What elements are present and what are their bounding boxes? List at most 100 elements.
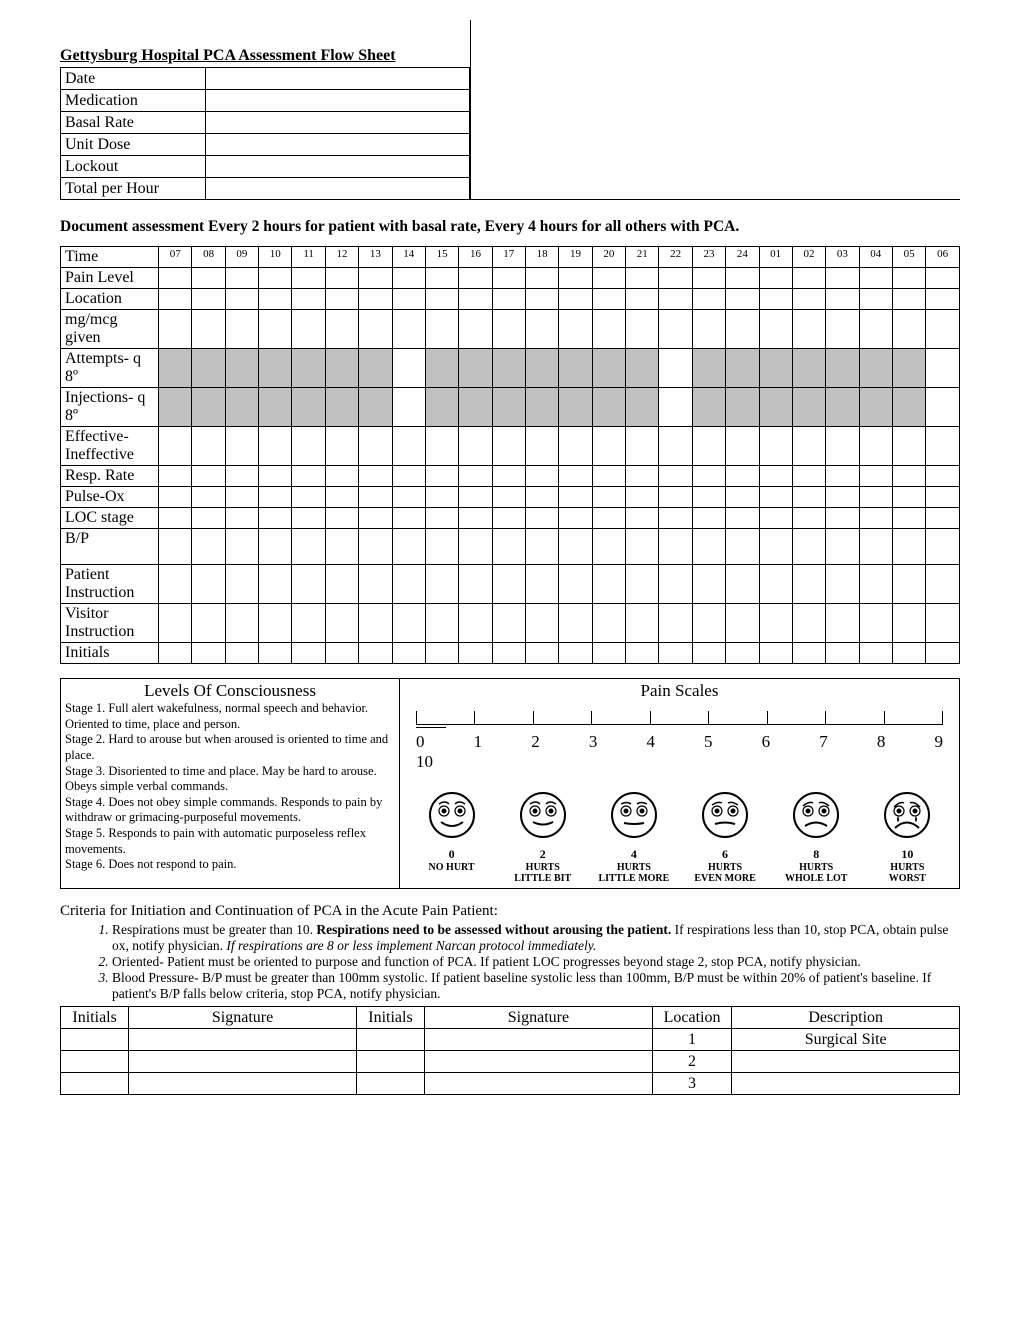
assess-cell[interactable] xyxy=(826,289,859,310)
assess-cell[interactable] xyxy=(659,388,692,427)
assess-cell[interactable] xyxy=(359,565,392,604)
assess-cell[interactable] xyxy=(859,427,892,466)
assess-cell[interactable] xyxy=(926,508,960,529)
assess-cell[interactable] xyxy=(492,466,525,487)
assess-cell[interactable] xyxy=(392,604,425,643)
assess-cell[interactable] xyxy=(759,268,792,289)
assess-cell[interactable] xyxy=(459,310,492,349)
assess-cell[interactable] xyxy=(192,487,225,508)
assess-cell[interactable] xyxy=(459,427,492,466)
assess-cell[interactable] xyxy=(192,388,225,427)
assess-cell[interactable] xyxy=(559,565,592,604)
assess-cell[interactable] xyxy=(225,310,258,349)
assess-cell[interactable] xyxy=(225,487,258,508)
assess-cell[interactable] xyxy=(692,268,725,289)
assess-cell[interactable] xyxy=(826,487,859,508)
sign-cell[interactable] xyxy=(356,1029,424,1051)
assess-cell[interactable] xyxy=(759,529,792,565)
assess-cell[interactable] xyxy=(659,643,692,664)
assess-cell[interactable] xyxy=(792,508,825,529)
assess-cell[interactable] xyxy=(592,643,625,664)
assess-cell[interactable] xyxy=(826,508,859,529)
assess-cell[interactable] xyxy=(792,427,825,466)
assess-cell[interactable] xyxy=(626,427,659,466)
sign-cell[interactable] xyxy=(61,1051,129,1073)
assess-cell[interactable] xyxy=(225,565,258,604)
assess-cell[interactable] xyxy=(492,310,525,349)
assess-cell[interactable] xyxy=(259,289,292,310)
assess-cell[interactable] xyxy=(259,388,292,427)
sign-cell[interactable] xyxy=(129,1029,357,1051)
assess-cell[interactable] xyxy=(859,388,892,427)
assess-cell[interactable] xyxy=(192,289,225,310)
assess-cell[interactable] xyxy=(892,604,925,643)
assess-cell[interactable] xyxy=(559,427,592,466)
assess-cell[interactable] xyxy=(525,310,558,349)
assess-cell[interactable] xyxy=(459,565,492,604)
assess-cell[interactable] xyxy=(826,388,859,427)
assess-cell[interactable] xyxy=(892,268,925,289)
assess-cell[interactable] xyxy=(592,310,625,349)
info-value[interactable] xyxy=(206,90,470,112)
assess-cell[interactable] xyxy=(225,508,258,529)
assess-cell[interactable] xyxy=(159,349,192,388)
assess-cell[interactable] xyxy=(592,349,625,388)
assess-cell[interactable] xyxy=(292,487,325,508)
assess-cell[interactable] xyxy=(626,466,659,487)
assess-cell[interactable] xyxy=(892,427,925,466)
assess-cell[interactable] xyxy=(425,466,458,487)
assess-cell[interactable] xyxy=(359,310,392,349)
assess-cell[interactable] xyxy=(826,565,859,604)
assess-cell[interactable] xyxy=(492,565,525,604)
assess-cell[interactable] xyxy=(359,349,392,388)
assess-cell[interactable] xyxy=(726,466,759,487)
assess-cell[interactable] xyxy=(225,388,258,427)
assess-cell[interactable] xyxy=(892,487,925,508)
assess-cell[interactable] xyxy=(859,643,892,664)
assess-cell[interactable] xyxy=(425,604,458,643)
assess-cell[interactable] xyxy=(859,289,892,310)
assess-cell[interactable] xyxy=(859,565,892,604)
assess-cell[interactable] xyxy=(659,487,692,508)
assess-cell[interactable] xyxy=(659,529,692,565)
assess-cell[interactable] xyxy=(359,466,392,487)
assess-cell[interactable] xyxy=(659,565,692,604)
assess-cell[interactable] xyxy=(926,289,960,310)
assess-cell[interactable] xyxy=(459,466,492,487)
sign-cell[interactable] xyxy=(425,1073,653,1095)
assess-cell[interactable] xyxy=(292,508,325,529)
assess-cell[interactable] xyxy=(192,604,225,643)
assess-cell[interactable] xyxy=(359,604,392,643)
assess-cell[interactable] xyxy=(926,487,960,508)
assess-cell[interactable] xyxy=(826,268,859,289)
assess-cell[interactable] xyxy=(592,487,625,508)
assess-cell[interactable] xyxy=(559,268,592,289)
sign-cell[interactable] xyxy=(129,1073,357,1095)
assess-cell[interactable] xyxy=(325,349,358,388)
assess-cell[interactable] xyxy=(359,643,392,664)
assess-cell[interactable] xyxy=(826,604,859,643)
assess-cell[interactable] xyxy=(159,388,192,427)
assess-cell[interactable] xyxy=(459,289,492,310)
assess-cell[interactable] xyxy=(759,487,792,508)
assess-cell[interactable] xyxy=(626,508,659,529)
assess-cell[interactable] xyxy=(592,466,625,487)
assess-cell[interactable] xyxy=(159,604,192,643)
assess-cell[interactable] xyxy=(459,268,492,289)
assess-cell[interactable] xyxy=(459,487,492,508)
assess-cell[interactable] xyxy=(759,508,792,529)
assess-cell[interactable] xyxy=(392,388,425,427)
assess-cell[interactable] xyxy=(525,508,558,529)
assess-cell[interactable] xyxy=(259,310,292,349)
assess-cell[interactable] xyxy=(359,508,392,529)
assess-cell[interactable] xyxy=(859,529,892,565)
assess-cell[interactable] xyxy=(892,529,925,565)
assess-cell[interactable] xyxy=(192,466,225,487)
assess-cell[interactable] xyxy=(826,466,859,487)
assess-cell[interactable] xyxy=(292,349,325,388)
assess-cell[interactable] xyxy=(459,508,492,529)
assess-cell[interactable] xyxy=(826,529,859,565)
assess-cell[interactable] xyxy=(392,310,425,349)
assess-cell[interactable] xyxy=(292,268,325,289)
assess-cell[interactable] xyxy=(159,643,192,664)
